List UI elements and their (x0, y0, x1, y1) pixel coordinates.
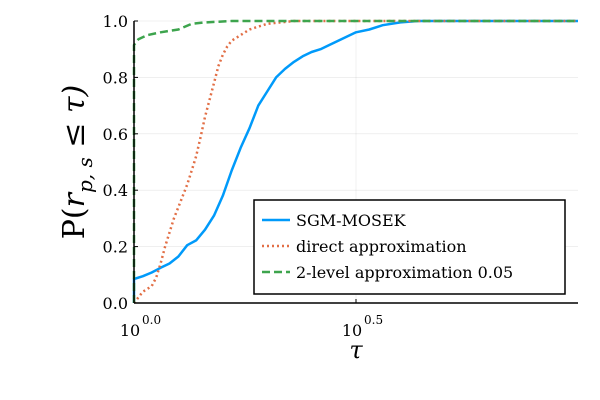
y-tick-label-0: 0.0 (103, 294, 128, 313)
legend: SGM-MOSEK direct approximation 2-level a… (253, 199, 566, 295)
y-axis-title-relation: ≤ τ) (57, 85, 92, 158)
legend-label-sgm-mosek: SGM-MOSEK (296, 211, 407, 230)
y-axis-title-var: r (57, 191, 92, 207)
series-line-sgm-mosek (132, 19, 578, 303)
plot-series (132, 19, 578, 304)
y-tick-label-5: 1.0 (103, 12, 128, 31)
y-tick-label-4: 0.8 (103, 68, 128, 87)
x-tick-exponent-1: 0.5 (364, 313, 383, 327)
y-tick-label-2: 0.4 (103, 181, 128, 200)
y-axis-title-subscript: p, s (73, 157, 97, 193)
x-tick-label-0: 10 (120, 321, 140, 340)
legend-label-2-level-approximation: 2-level approximation 0.05 (296, 263, 513, 282)
y-axis-title: P(rp, s ≤ τ) (57, 85, 97, 240)
y-tick-label-1: 0.2 (103, 238, 128, 257)
y-tick-label-3: 0.6 (103, 125, 128, 144)
legend-box (253, 199, 566, 295)
x-tick-label-1: 10 (342, 321, 362, 340)
x-axis-title: τ (349, 336, 363, 364)
legend-label-direct-approximation: direct approximation (296, 237, 467, 256)
x-tick-exponent-0: 0.0 (142, 313, 161, 327)
series-line-direct-approximation (133, 19, 578, 304)
y-axis-title-prefix: P( (57, 207, 92, 239)
